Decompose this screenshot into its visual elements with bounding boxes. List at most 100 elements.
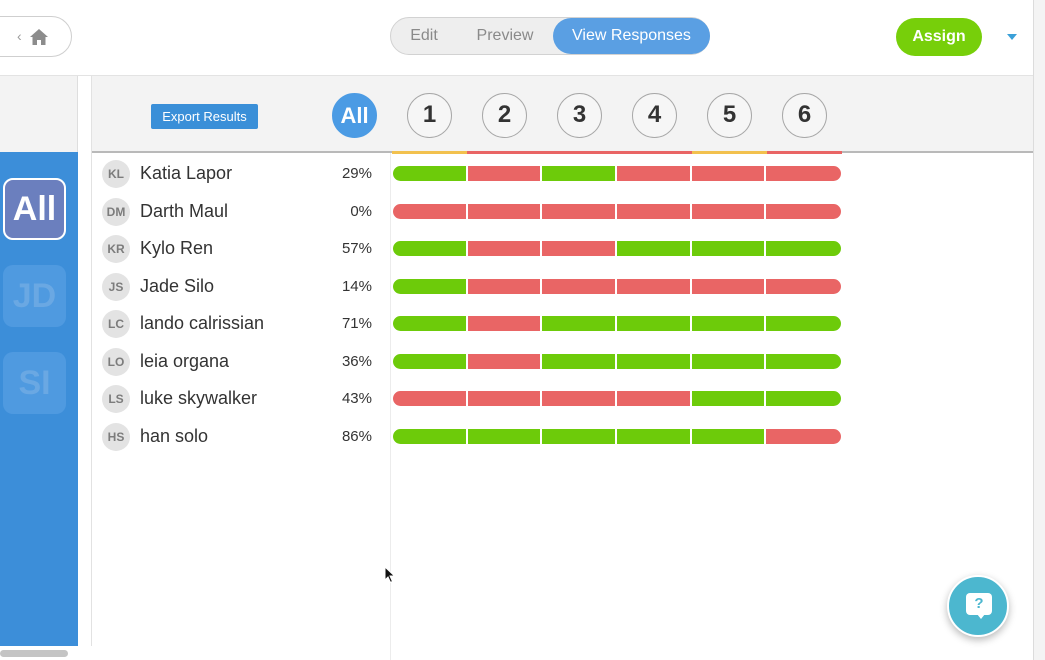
student-score: 36%: [341, 353, 372, 370]
answer-correct[interactable]: [617, 241, 690, 256]
student-row[interactable]: KR Kylo Ren 57%: [92, 229, 390, 266]
answer-incorrect[interactable]: [468, 241, 540, 256]
student-score: 71%: [341, 315, 372, 332]
answer-incorrect[interactable]: [766, 429, 841, 444]
answer-correct[interactable]: [692, 429, 764, 444]
student-row[interactable]: KL Katia Lapor 29%: [92, 154, 390, 191]
sidebar-item-all[interactable]: All: [3, 178, 66, 240]
answer-incorrect[interactable]: [766, 279, 841, 294]
question-filter-3[interactable]: 3: [557, 93, 602, 138]
question-filter-2[interactable]: 2: [482, 93, 527, 138]
answer-correct[interactable]: [692, 391, 764, 406]
answer-correct[interactable]: [393, 316, 466, 331]
assign-button[interactable]: Assign: [896, 18, 982, 56]
answer-bar: [393, 279, 841, 294]
answer-correct[interactable]: [766, 391, 841, 406]
answer-incorrect[interactable]: [542, 279, 615, 294]
answer-correct[interactable]: [617, 429, 690, 444]
answer-bar: [393, 316, 841, 331]
answer-correct[interactable]: [617, 354, 690, 369]
answer-incorrect[interactable]: [766, 204, 841, 219]
answer-incorrect[interactable]: [692, 279, 764, 294]
caret-down-icon[interactable]: [1007, 34, 1017, 40]
home-button[interactable]: ‹: [0, 16, 72, 57]
question-status-tick: [467, 151, 542, 154]
answer-incorrect[interactable]: [393, 204, 466, 219]
home-icon: [30, 29, 48, 45]
student-name: luke skywalker: [140, 388, 258, 408]
help-bubble-tail: [977, 614, 985, 619]
tab-preview[interactable]: Preview: [476, 27, 534, 44]
sidebar-item-jd[interactable]: JD: [3, 265, 66, 327]
question-filter-1[interactable]: 1: [407, 93, 452, 138]
tab-edit[interactable]: Edit: [410, 27, 438, 44]
student-row[interactable]: HS han solo 86%: [92, 417, 390, 454]
answer-incorrect[interactable]: [468, 391, 540, 406]
top-bar: ‹ Edit Preview View Responses Assign: [0, 0, 1034, 76]
answer-correct[interactable]: [542, 429, 615, 444]
answer-incorrect[interactable]: [468, 316, 540, 331]
student-row[interactable]: LC lando calrissian 71%: [92, 304, 390, 341]
avatar: KR: [102, 235, 130, 263]
student-row[interactable]: LS luke skywalker 43%: [92, 379, 390, 416]
export-results-button[interactable]: Export Results: [151, 104, 258, 129]
answer-correct[interactable]: [542, 316, 615, 331]
answer-incorrect[interactable]: [542, 241, 615, 256]
answer-incorrect[interactable]: [468, 354, 540, 369]
tab-view-responses[interactable]: View Responses: [553, 18, 710, 54]
answer-correct[interactable]: [766, 241, 841, 256]
answer-correct[interactable]: [393, 354, 466, 369]
answer-incorrect[interactable]: [692, 204, 764, 219]
answer-incorrect[interactable]: [617, 166, 690, 181]
question-filter-5[interactable]: 5: [707, 93, 752, 138]
student-score: 57%: [341, 240, 372, 257]
student-name: lando calrissian: [140, 313, 265, 333]
answer-incorrect[interactable]: [542, 391, 615, 406]
answer-bar: [393, 354, 841, 369]
answer-incorrect[interactable]: [393, 391, 466, 406]
question-filter-4[interactable]: 4: [632, 93, 677, 138]
answer-incorrect[interactable]: [692, 166, 764, 181]
answer-correct[interactable]: [766, 354, 841, 369]
answer-incorrect[interactable]: [468, 204, 540, 219]
student-row[interactable]: JS Jade Silo 14%: [92, 267, 390, 304]
student-score: 14%: [341, 278, 372, 295]
answer-incorrect[interactable]: [766, 166, 841, 181]
student-row[interactable]: DM Darth Maul 0%: [92, 192, 390, 229]
answer-incorrect[interactable]: [617, 204, 690, 219]
answer-bar: [393, 166, 841, 181]
answer-correct[interactable]: [766, 316, 841, 331]
answer-correct[interactable]: [393, 429, 466, 444]
answer-bar: [393, 429, 841, 444]
answer-correct[interactable]: [617, 316, 690, 331]
answer-correct[interactable]: [542, 354, 615, 369]
question-status-tick: [767, 151, 842, 154]
horizontal-scrollbar[interactable]: [0, 650, 68, 657]
answer-incorrect[interactable]: [617, 391, 690, 406]
avatar: LO: [102, 348, 130, 376]
avatar: DM: [102, 198, 130, 226]
answer-incorrect[interactable]: [542, 204, 615, 219]
answer-correct[interactable]: [692, 354, 764, 369]
answer-correct[interactable]: [692, 241, 764, 256]
answer-incorrect[interactable]: [468, 279, 540, 294]
student-name: Jade Silo: [140, 276, 215, 296]
question-filter-6[interactable]: 6: [782, 93, 827, 138]
answer-correct[interactable]: [393, 241, 466, 256]
answer-incorrect[interactable]: [617, 279, 690, 294]
answer-incorrect[interactable]: [468, 166, 540, 181]
student-row[interactable]: LO leia organa 36%: [92, 342, 390, 379]
answer-correct[interactable]: [393, 279, 466, 294]
answer-correct[interactable]: [542, 166, 615, 181]
student-name: Kylo Ren: [140, 238, 214, 258]
answer-correct[interactable]: [692, 316, 764, 331]
sidebar-item-si[interactable]: SI: [3, 352, 66, 414]
answer-correct[interactable]: [468, 429, 540, 444]
results-column-divider: [390, 153, 391, 660]
help-button[interactable]: ?: [947, 575, 1009, 637]
vertical-scrollbar[interactable]: [1033, 0, 1045, 660]
answer-correct[interactable]: [393, 166, 466, 181]
avatar: LS: [102, 385, 130, 413]
question-status-tick: [692, 151, 767, 154]
question-filter-all[interactable]: All: [332, 93, 377, 138]
